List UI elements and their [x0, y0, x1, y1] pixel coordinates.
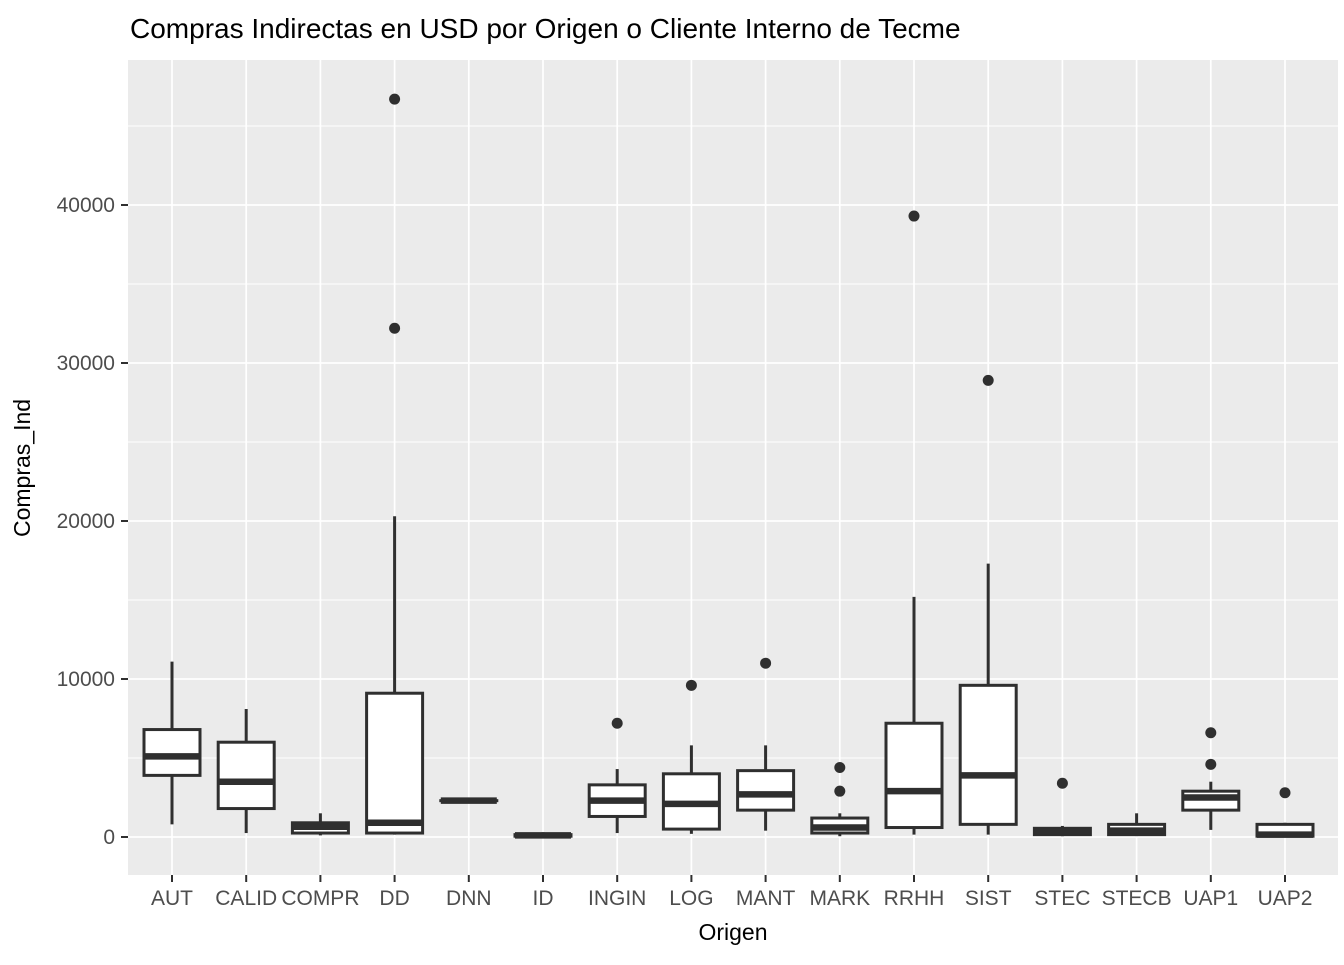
- y-tick-label: 20000: [57, 510, 115, 533]
- outlier-point: [1280, 787, 1291, 798]
- x-tick-label: INGIN: [588, 887, 646, 910]
- x-tick-label: UAP1: [1183, 887, 1238, 910]
- x-tick-label: DNN: [446, 887, 492, 910]
- outlier-point: [1205, 727, 1216, 738]
- outlier-point: [1205, 759, 1216, 770]
- outlier-point: [909, 211, 920, 222]
- x-axis-title: Origen: [698, 919, 767, 945]
- x-tick-label: RRHH: [884, 887, 945, 910]
- x-tick-label: STECB: [1102, 887, 1172, 910]
- outlier-point: [834, 762, 845, 773]
- iqr-box: [886, 723, 942, 827]
- iqr-box: [367, 693, 423, 833]
- outlier-point: [834, 786, 845, 797]
- x-tick-label: DD: [379, 887, 409, 910]
- outlier-point: [983, 375, 994, 386]
- x-tick-label: AUT: [151, 887, 193, 910]
- y-axis-title: Compras_Ind: [9, 399, 35, 537]
- outlier-point: [389, 94, 400, 105]
- iqr-box: [144, 730, 200, 776]
- x-tick-label: UAP2: [1258, 887, 1313, 910]
- x-tick-label: MANT: [736, 887, 796, 910]
- outlier-point: [389, 323, 400, 334]
- x-tick-label: SIST: [965, 887, 1012, 910]
- y-tick-label: 30000: [57, 352, 115, 375]
- iqr-box: [218, 742, 274, 808]
- x-tick-label: STEC: [1034, 887, 1090, 910]
- x-tick-label: MARK: [809, 887, 870, 910]
- x-tick-label: LOG: [669, 887, 713, 910]
- y-tick-label: 0: [103, 826, 115, 849]
- outlier-point: [1057, 778, 1068, 789]
- outlier-point: [760, 658, 771, 669]
- boxplot-id: [515, 832, 571, 837]
- chart-title: Compras Indirectas en USD por Origen o C…: [130, 13, 961, 44]
- iqr-box: [738, 771, 794, 811]
- x-tick-label: COMPR: [281, 887, 359, 910]
- y-tick-label: 40000: [57, 194, 115, 217]
- outlier-point: [612, 718, 623, 729]
- outlier-point: [686, 680, 697, 691]
- x-tick-label: CALID: [215, 887, 277, 910]
- x-tick-label: ID: [533, 887, 554, 910]
- iqr-box: [960, 685, 1016, 824]
- plot-panel: [128, 60, 1338, 875]
- y-tick-label: 10000: [57, 668, 115, 691]
